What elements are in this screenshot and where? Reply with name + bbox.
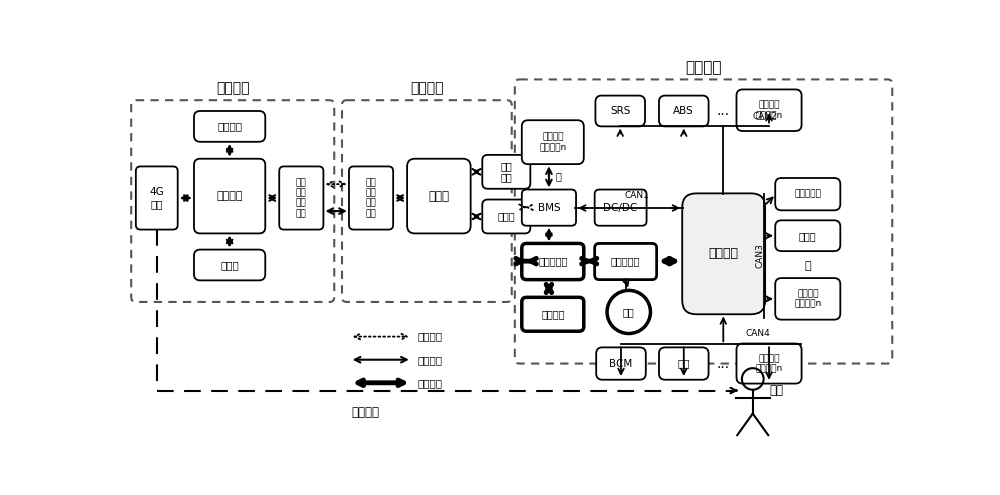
Text: 安全子网
电子模块n: 安全子网 电子模块n: [755, 100, 783, 120]
Text: 无线通讯: 无线通讯: [351, 406, 379, 419]
FancyBboxPatch shape: [775, 278, 840, 320]
Text: 4G
通讯: 4G 通讯: [149, 187, 164, 209]
FancyBboxPatch shape: [279, 166, 323, 230]
Text: 车载网关: 车载网关: [709, 248, 739, 260]
Text: 电动车辆: 电动车辆: [685, 60, 722, 75]
Text: 数据库: 数据库: [220, 260, 239, 270]
FancyBboxPatch shape: [775, 220, 840, 251]
FancyBboxPatch shape: [407, 159, 471, 234]
FancyBboxPatch shape: [736, 90, 802, 131]
FancyBboxPatch shape: [736, 344, 802, 384]
Text: 动力子网
电子模块n: 动力子网 电子模块n: [539, 133, 566, 152]
Text: BMS: BMS: [538, 202, 560, 213]
FancyBboxPatch shape: [596, 347, 646, 380]
FancyBboxPatch shape: [659, 96, 709, 126]
FancyBboxPatch shape: [775, 178, 840, 210]
Text: 电机: 电机: [623, 307, 635, 317]
Text: 仪表: 仪表: [678, 358, 690, 369]
FancyBboxPatch shape: [522, 190, 576, 226]
Text: 第二
数据
收发
转换: 第二 数据 收发 转换: [366, 178, 376, 218]
Text: 有线信息: 有线信息: [418, 355, 443, 365]
Text: 无线信息: 无线信息: [418, 332, 443, 342]
FancyBboxPatch shape: [659, 347, 709, 380]
Text: 高压配电盒: 高压配电盒: [538, 256, 567, 266]
Text: SRS: SRS: [610, 106, 630, 116]
Text: DC/DC: DC/DC: [603, 202, 638, 213]
Text: 司机: 司机: [770, 384, 784, 397]
Text: CAN1: CAN1: [624, 191, 649, 200]
FancyBboxPatch shape: [595, 190, 647, 226]
FancyBboxPatch shape: [482, 155, 530, 189]
FancyBboxPatch shape: [595, 244, 657, 280]
FancyBboxPatch shape: [682, 194, 765, 314]
FancyBboxPatch shape: [522, 297, 584, 331]
Text: 充电机: 充电机: [497, 211, 515, 221]
Text: 空调控制器: 空调控制器: [794, 190, 821, 198]
FancyBboxPatch shape: [194, 249, 265, 280]
FancyBboxPatch shape: [194, 159, 265, 234]
Text: CAN2: CAN2: [753, 112, 778, 121]
Text: 电力能量: 电力能量: [418, 378, 443, 388]
Text: 第一
数据
收发
转换: 第一 数据 收发 转换: [296, 178, 307, 218]
FancyBboxPatch shape: [194, 111, 265, 142]
Text: 车身子网
电子模块n: 车身子网 电子模块n: [755, 354, 783, 373]
Text: 人机接口: 人机接口: [217, 121, 242, 131]
Text: 通讯
模块: 通讯 模块: [500, 161, 512, 183]
Text: 动力电池: 动力电池: [541, 309, 565, 319]
Text: 监控中心: 监控中心: [216, 82, 249, 96]
FancyBboxPatch shape: [349, 166, 393, 230]
FancyBboxPatch shape: [482, 199, 530, 234]
FancyBboxPatch shape: [136, 166, 178, 230]
Text: ...: ...: [717, 104, 730, 118]
Text: 充电装置: 充电装置: [410, 82, 444, 96]
Text: 主控软件: 主控软件: [216, 191, 243, 201]
Text: ...: ...: [717, 356, 730, 371]
FancyBboxPatch shape: [522, 120, 584, 164]
Text: ：: ：: [555, 171, 561, 182]
Text: 多媒体: 多媒体: [799, 231, 817, 241]
Text: 舒适子网
电子模块n: 舒适子网 电子模块n: [794, 289, 821, 308]
Text: CAN3: CAN3: [755, 244, 764, 268]
FancyBboxPatch shape: [522, 244, 584, 280]
Text: 控制器: 控制器: [428, 190, 449, 202]
Text: 电机控制器: 电机控制器: [611, 256, 640, 266]
Text: BCM: BCM: [609, 358, 633, 369]
Text: ABS: ABS: [673, 106, 694, 116]
Text: CAN4: CAN4: [745, 329, 770, 338]
Text: ：: ：: [804, 261, 811, 271]
FancyBboxPatch shape: [595, 96, 645, 126]
